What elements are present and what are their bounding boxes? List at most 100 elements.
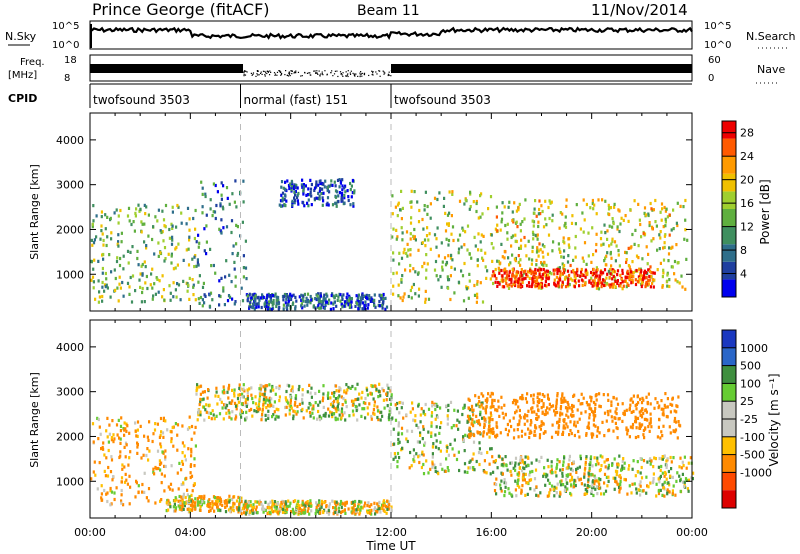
range-gate-cell — [288, 296, 291, 300]
range-gate-cell — [282, 505, 285, 509]
range-gate-cell — [265, 406, 268, 410]
range-gate-cell — [458, 420, 461, 424]
range-gate-cell — [354, 499, 357, 504]
range-gate-cell — [188, 507, 191, 512]
range-gate-cell — [385, 305, 389, 309]
range-gate-cell — [171, 224, 174, 228]
nave-dot — [360, 71, 362, 73]
range-gate-cell — [185, 222, 188, 226]
range-gate-cell — [278, 507, 281, 511]
range-gate-cell — [623, 279, 626, 283]
range-gate-cell — [381, 387, 384, 391]
range-gate-cell — [671, 475, 674, 479]
range-gate-cell — [530, 284, 533, 289]
range-gate-cell — [511, 401, 515, 405]
range-gate-cell — [531, 279, 534, 283]
range-gate-cell — [509, 261, 512, 265]
range-gate-cell — [592, 413, 595, 417]
range-gate-cell — [671, 265, 674, 269]
range-gate-cell — [676, 436, 679, 440]
range-gate-cell — [275, 298, 278, 302]
range-gate-cell — [337, 194, 340, 198]
range-gate-cell — [448, 190, 451, 194]
range-gate-cell — [536, 400, 539, 404]
range-gate-cell — [445, 237, 448, 241]
range-gate-cell — [321, 187, 324, 191]
range-gate-cell — [383, 509, 386, 513]
range-gate-cell — [315, 297, 318, 302]
range-gate-cell — [373, 412, 376, 416]
range-gate-cell — [167, 485, 170, 489]
range-gate-cell — [400, 426, 404, 430]
range-gate-cell — [223, 391, 226, 395]
range-gate-cell — [361, 307, 364, 311]
nave-dot — [274, 73, 277, 75]
range-gate-cell — [534, 199, 537, 203]
range-gate-cell — [366, 393, 369, 397]
range-gate-cell — [398, 440, 401, 444]
range-gate-cell — [472, 452, 475, 456]
range-gate-cell — [317, 403, 320, 407]
range-gate-cell — [160, 230, 163, 235]
range-gate-cell — [573, 482, 576, 486]
range-gate-cell — [265, 384, 269, 388]
range-gate-cell — [589, 206, 592, 210]
range-gate-cell — [143, 490, 146, 494]
range-gate-cell — [128, 502, 131, 506]
range-gate-cell — [103, 289, 106, 293]
range-gate-cell — [555, 486, 558, 490]
range-gate-cell — [636, 279, 639, 283]
range-gate-cell — [447, 469, 450, 473]
range-gate-cell — [358, 499, 361, 504]
range-gate-cell — [681, 285, 684, 289]
x-tick-label: 12:00 — [375, 526, 407, 539]
range-gate-cell — [104, 227, 107, 231]
range-gate-cell — [176, 282, 179, 286]
range-gate-cell — [535, 279, 538, 284]
range-gate-cell — [396, 235, 399, 239]
range-gate-cell — [146, 447, 149, 451]
range-gate-cell — [291, 385, 294, 389]
range-gate-cell — [516, 481, 519, 485]
range-gate-cell — [475, 199, 478, 204]
range-gate-cell — [258, 298, 261, 302]
range-gate-cell — [537, 212, 540, 216]
range-gate-cell — [198, 503, 201, 507]
range-gate-cell — [216, 402, 219, 406]
range-gate-cell — [244, 417, 247, 421]
range-gate-cell — [267, 292, 270, 296]
range-gate-cell — [218, 412, 222, 416]
range-gate-cell — [388, 413, 391, 417]
range-gate-cell — [566, 487, 569, 491]
range-gate-cell — [637, 256, 640, 260]
range-gate-cell — [264, 413, 267, 417]
range-gate-cell — [599, 405, 602, 409]
range-gate-cell — [282, 298, 285, 302]
range-gate-cell — [621, 271, 624, 275]
range-gate-cell — [331, 292, 334, 296]
range-gate-cell — [231, 410, 234, 414]
range-gate-cell — [317, 409, 320, 414]
range-gate-cell — [520, 488, 523, 492]
range-gate-cell — [582, 396, 585, 400]
range-gate-cell — [321, 501, 324, 505]
range-gate-cell — [475, 209, 478, 214]
nave-dot — [289, 74, 291, 77]
range-gate-cell — [352, 204, 355, 208]
range-gate-cell — [92, 204, 95, 208]
range-gate-cell — [500, 479, 503, 483]
range-gate-cell — [432, 445, 435, 449]
range-gate-cell — [433, 463, 436, 467]
range-gate-cell — [446, 275, 449, 279]
range-gate-cell — [449, 442, 452, 446]
range-gate-cell — [251, 293, 254, 297]
range-gate-cell — [166, 428, 169, 432]
range-gate-cell — [351, 178, 354, 183]
range-gate-cell — [543, 245, 546, 249]
range-gate-cell — [404, 268, 407, 272]
range-gate-cell — [536, 404, 539, 408]
range-gate-cell — [590, 432, 593, 436]
range-gate-cell — [128, 292, 131, 296]
range-gate-cell — [475, 414, 478, 418]
range-gate-cell — [530, 407, 533, 411]
